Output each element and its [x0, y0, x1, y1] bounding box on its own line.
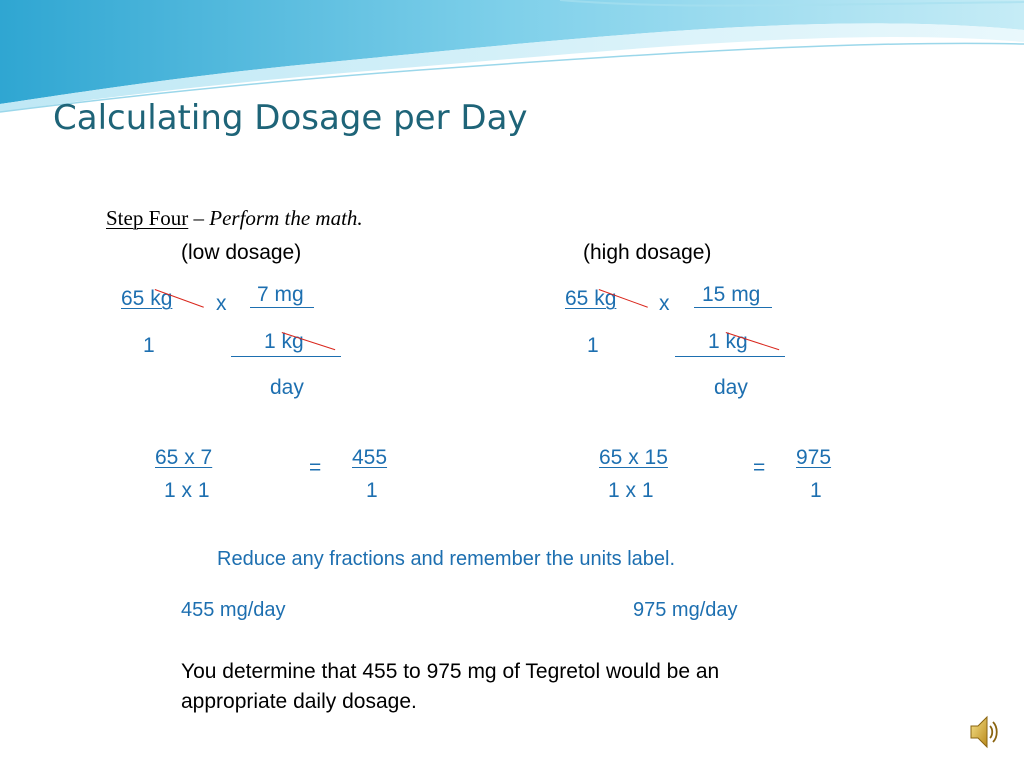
low-weight: 65 kg: [121, 287, 173, 310]
high-dosage-heading: (high dosage): [583, 241, 712, 264]
low-denominator: 1 x 1: [164, 479, 210, 502]
high-dose: 15 mg: [702, 283, 761, 306]
high-numerator: 65 x 15: [599, 446, 668, 469]
high-result-numerator: 975: [796, 446, 832, 469]
conclusion-line-1: You determine that 455 to 975 mg of Tegr…: [181, 660, 720, 683]
low-one: 1: [143, 334, 155, 357]
low-answer: 455 mg/day: [181, 599, 286, 621]
high-dose-underline: [694, 307, 772, 308]
low-dose-underline: [250, 307, 314, 308]
high-result-denominator: 1: [810, 479, 822, 502]
high-times: x: [659, 292, 670, 315]
reduce-fractions-note: Reduce any fractions and remember the un…: [217, 548, 676, 570]
low-times: x: [216, 292, 227, 315]
low-equals: =: [309, 456, 322, 479]
step-label: Step Four: [106, 206, 189, 230]
step-dash: –: [188, 206, 210, 230]
high-denominator: 1 x 1: [608, 479, 654, 502]
low-result-denominator: 1: [366, 479, 378, 502]
low-dosage-heading: (low dosage): [181, 241, 302, 264]
low-dose: 7 mg: [257, 283, 304, 306]
step-heading: Step Four – Perform the math.: [106, 206, 363, 231]
low-per-kg: 1 kg: [264, 330, 304, 353]
step-text: Perform the math.: [209, 206, 363, 230]
page-title: Calculating Dosage per Day: [53, 98, 528, 138]
high-one: 1: [587, 334, 599, 357]
high-per-day: day: [714, 376, 748, 399]
high-weight: 65 kg: [565, 287, 617, 310]
low-fraction-bar: [231, 356, 341, 357]
low-per-day: day: [270, 376, 304, 399]
header-wave-banner: [0, 0, 1024, 113]
speaker-icon[interactable]: [968, 712, 1000, 752]
high-equals: =: [753, 456, 766, 479]
low-result-numerator: 455: [352, 446, 388, 469]
high-answer: 975 mg/day: [633, 599, 738, 621]
high-fraction-bar: [675, 356, 785, 357]
low-numerator: 65 x 7: [155, 446, 213, 469]
high-per-kg: 1 kg: [708, 330, 748, 353]
conclusion-line-2: appropriate daily dosage.: [181, 690, 417, 713]
